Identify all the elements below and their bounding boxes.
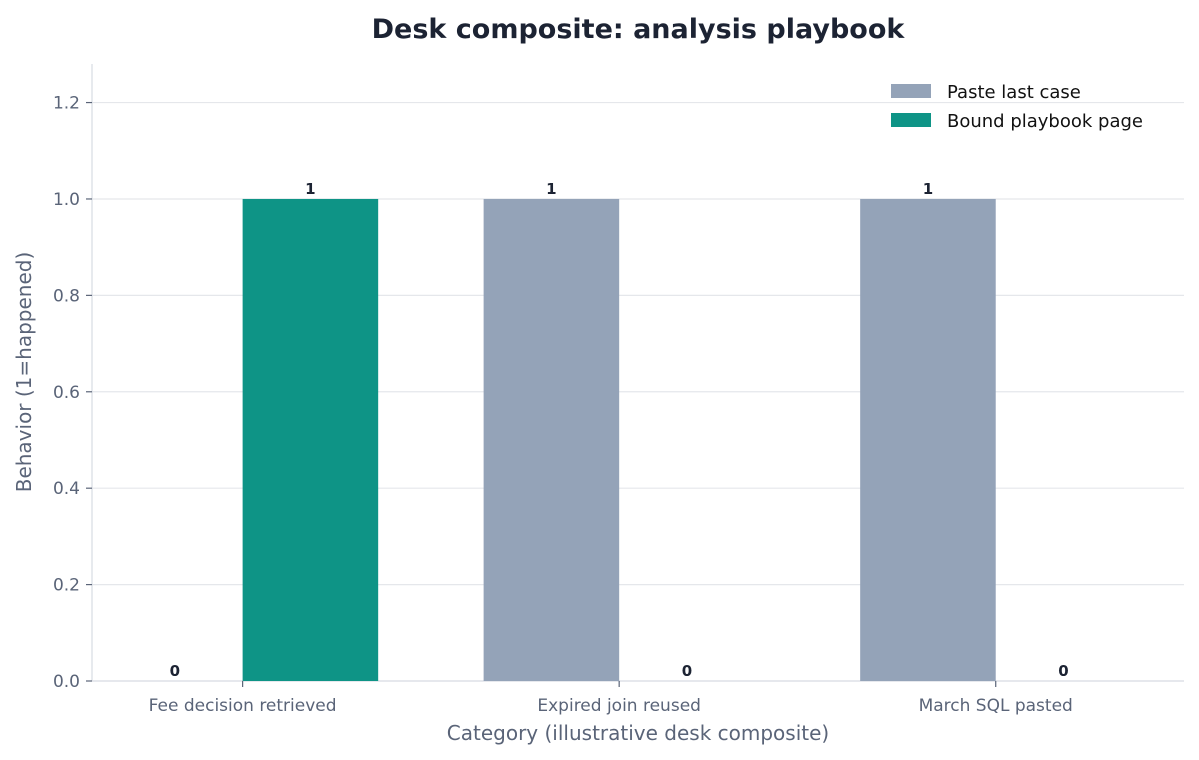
legend-label: Bound playbook page <box>947 111 1143 132</box>
legend-swatch <box>891 113 931 127</box>
y-tick-label: 0.4 <box>53 479 80 499</box>
bar <box>242 198 379 681</box>
data-label: 1 <box>546 180 556 198</box>
data-label: 0 <box>170 662 180 680</box>
bar <box>483 198 620 681</box>
x-tick-label: March SQL pasted <box>919 696 1073 716</box>
legend-swatch <box>891 84 931 98</box>
y-tick-label: 0.2 <box>53 576 80 596</box>
y-tick-label: 1.2 <box>53 94 80 114</box>
data-label: 1 <box>923 180 933 198</box>
x-tick-label: Fee decision retrieved <box>149 696 337 716</box>
bar <box>860 198 996 681</box>
y-tick-label: 0.6 <box>53 383 80 403</box>
legend-label: Paste last case <box>947 82 1081 103</box>
bars <box>242 198 996 681</box>
y-tick-label: 0.8 <box>53 286 80 306</box>
x-axis-label: Category (illustrative desk composite) <box>447 721 829 745</box>
legend: Paste last case Bound playbook page <box>891 82 1143 132</box>
data-label: 0 <box>1058 662 1068 680</box>
y-tick-label: 0.0 <box>53 672 80 692</box>
data-labels: 0 1 1 1 0 0 <box>170 180 1069 680</box>
y-tick-label: 1.0 <box>53 190 80 210</box>
y-axis-label: Behavior (1=happened) <box>12 252 36 493</box>
chart-title: Desk composite: analysis playbook <box>372 14 906 45</box>
data-label: 1 <box>305 180 315 198</box>
data-label: 0 <box>682 662 692 680</box>
x-tick-label: Expired join reused <box>537 696 701 716</box>
tick-labels: 0.0 0.2 0.4 0.6 0.8 1.0 1.2 Fee decision retrie… <box>53 94 1073 716</box>
